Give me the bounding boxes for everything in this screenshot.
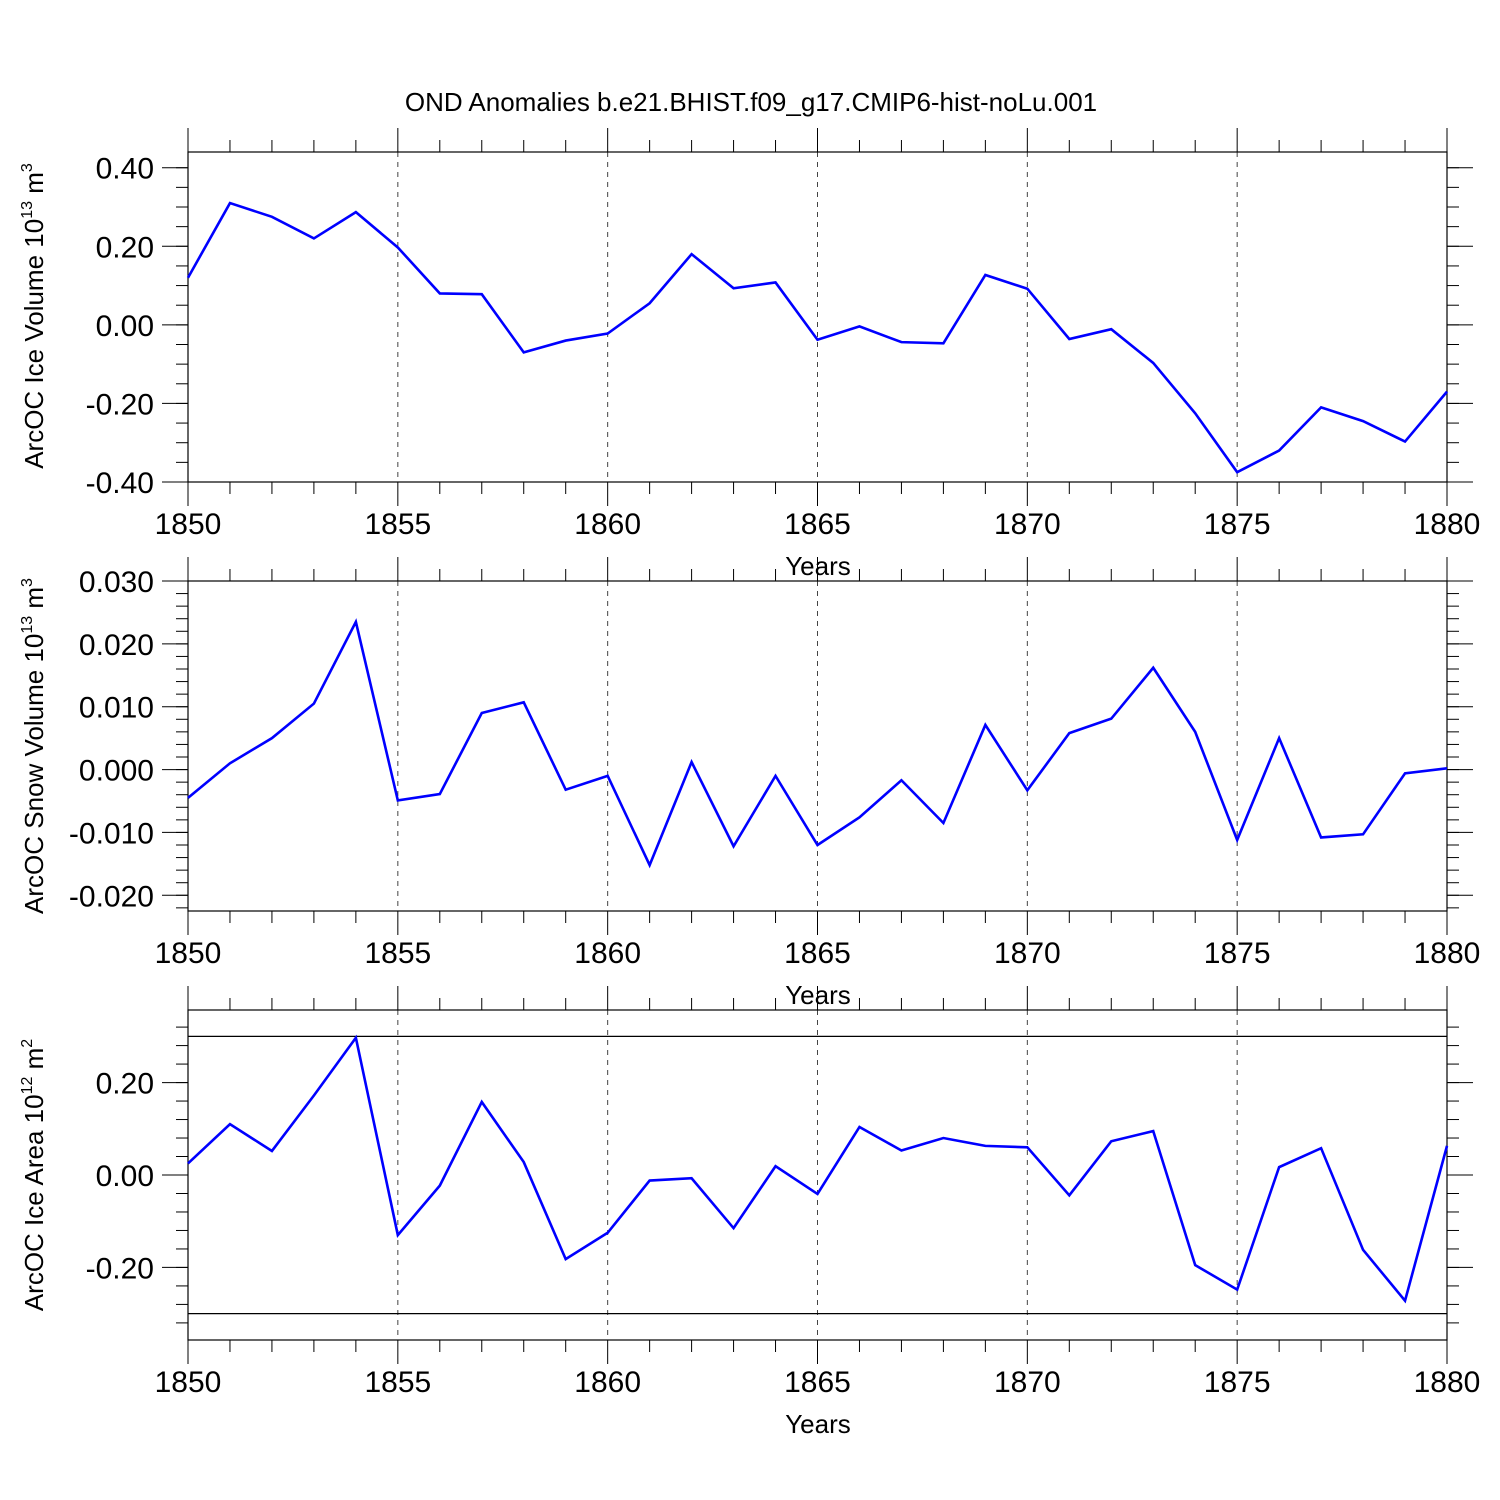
- ice-volume-x-tick-label: 1850: [155, 508, 222, 541]
- snow-volume-y-tick-label: 0.020: [79, 629, 154, 662]
- ice-area-y-tick-label: -0.20: [86, 1252, 154, 1285]
- ice-volume-y-tick-label: 0.20: [96, 231, 154, 264]
- ice-area-y-tick-label: 0.20: [96, 1068, 154, 1101]
- snow-volume-y-tick-label: 0.000: [79, 755, 154, 788]
- ice-area-x-tick-label: 1880: [1414, 1366, 1481, 1399]
- ice-volume-x-tick-label: 1870: [994, 508, 1061, 541]
- ice-volume-x-tick-label: 1860: [574, 508, 641, 541]
- snow-volume-x-tick-label: 1850: [155, 937, 222, 970]
- ice-area-x-tick-label: 1870: [994, 1366, 1061, 1399]
- ice-area-x-tick-label: 1860: [574, 1366, 641, 1399]
- ice-volume-panel: ArcOC Ice Volume 1013 m3 Years 1850 1855 1…: [19, 128, 1480, 581]
- ice-area-x-tick-label: 1855: [364, 1366, 431, 1399]
- snow-volume-panel: ArcOC Snow Volume 1013 m3 Years 1850 1855…: [19, 557, 1480, 1010]
- ice-area-y-tick-label: 0.00: [96, 1160, 154, 1193]
- ice-area-x-tick-label: 1865: [784, 1366, 851, 1399]
- snow-volume-series-line: [187, 618, 1448, 869]
- snow-volume-y-tick-label: -0.010: [69, 817, 154, 850]
- snow-volume-x-tick-label: 1855: [364, 937, 431, 970]
- snow-volume-y-tick-label: 0.010: [79, 692, 154, 725]
- snow-volume-x-tick-label: 1870: [994, 937, 1061, 970]
- ice-volume-x-tick-label: 1865: [784, 508, 851, 541]
- ice-volume-x-tick-label: 1875: [1204, 508, 1271, 541]
- ice-area-panel: ArcOC Ice Area 1012 m2 Years 1850 1855 186…: [19, 986, 1480, 1439]
- snow-volume-y-tick-label: -0.020: [69, 880, 154, 913]
- snow-volume-x-tick-label: 1875: [1204, 937, 1271, 970]
- ice-area-series-line: [187, 1034, 1449, 1304]
- ice-area-ylabel: ArcOC Ice Area 1012 m2: [19, 1039, 49, 1311]
- ice-volume-y-tick-label: 0.40: [96, 153, 154, 186]
- ice-volume-x-tick-label: 1855: [364, 508, 431, 541]
- snow-volume-y-tick-label: 0.030: [79, 566, 154, 599]
- ice-volume-y-tick-label: -0.20: [86, 388, 154, 421]
- ice-volume-y-tick-label: -0.40: [86, 467, 154, 500]
- figure-title: OND Anomalies b.e21.BHIST.f09_g17.CMIP6-…: [405, 87, 1097, 117]
- ice-area-x-tick-label: 1875: [1204, 1366, 1271, 1399]
- ice-area-xlabel: Years: [785, 1409, 851, 1439]
- ice-area-x-tick-label: 1850: [155, 1366, 222, 1399]
- snow-volume-x-tick-label: 1880: [1414, 937, 1481, 970]
- ice-volume-y-tick-label: 0.00: [96, 310, 154, 343]
- snow-volume-x-tick-label: 1860: [574, 937, 641, 970]
- ice-volume-series-line: [186, 201, 1448, 474]
- snow-volume-x-tick-label: 1865: [784, 937, 851, 970]
- ice-volume-ylabel: ArcOC Ice Volume 1013 m3: [19, 163, 49, 469]
- snow-volume-ylabel: ArcOC Snow Volume 1013 m3: [19, 578, 49, 914]
- ice-volume-x-tick-label: 1880: [1414, 508, 1481, 541]
